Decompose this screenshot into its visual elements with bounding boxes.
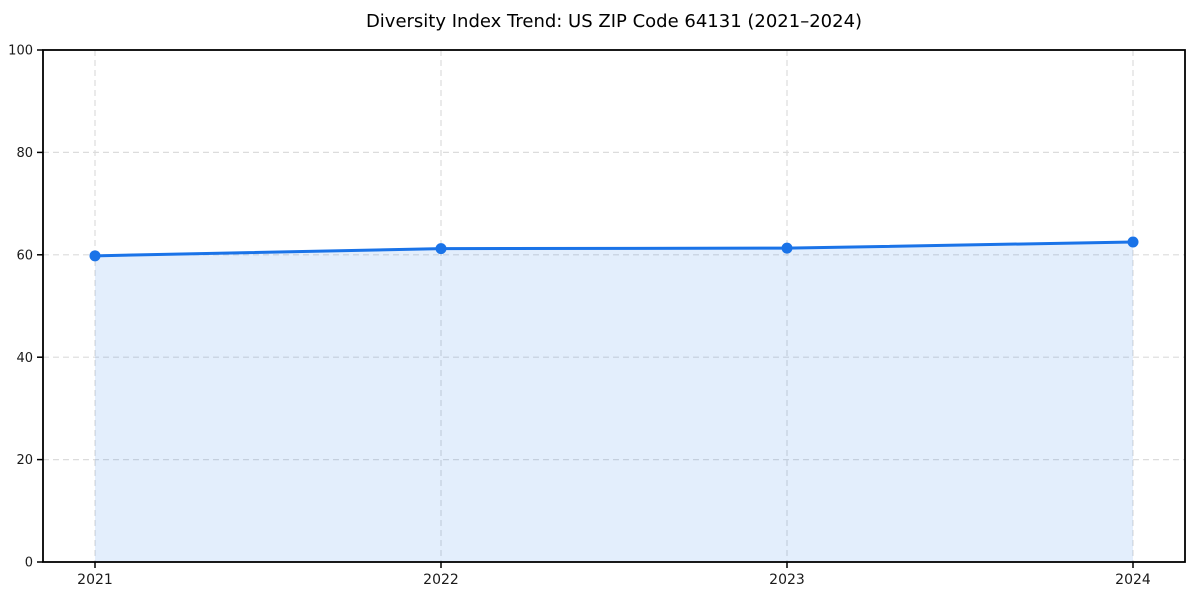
chart-title: Diversity Index Trend: US ZIP Code 64131… (365, 11, 863, 32)
area-fill (95, 242, 1133, 562)
y-tick-label: 0 (25, 556, 33, 571)
x-tick-label: 2023 (769, 572, 805, 588)
data-point (781, 242, 793, 254)
data-point (89, 250, 101, 262)
y-tick-label: 40 (16, 351, 33, 366)
data-point (1127, 236, 1139, 248)
x-tick-label: 2021 (77, 572, 113, 588)
y-tick-label: 60 (16, 248, 33, 263)
data-point (435, 243, 447, 255)
plot-border (42, 49, 1186, 563)
y-tick-label: 20 (16, 453, 33, 468)
x-tick-label: 2024 (1115, 572, 1151, 588)
y-tick-label: 80 (16, 146, 33, 161)
y-tick-label: 100 (8, 44, 33, 59)
x-tick-label: 2022 (423, 572, 459, 588)
trend-line (93, 240, 1135, 258)
